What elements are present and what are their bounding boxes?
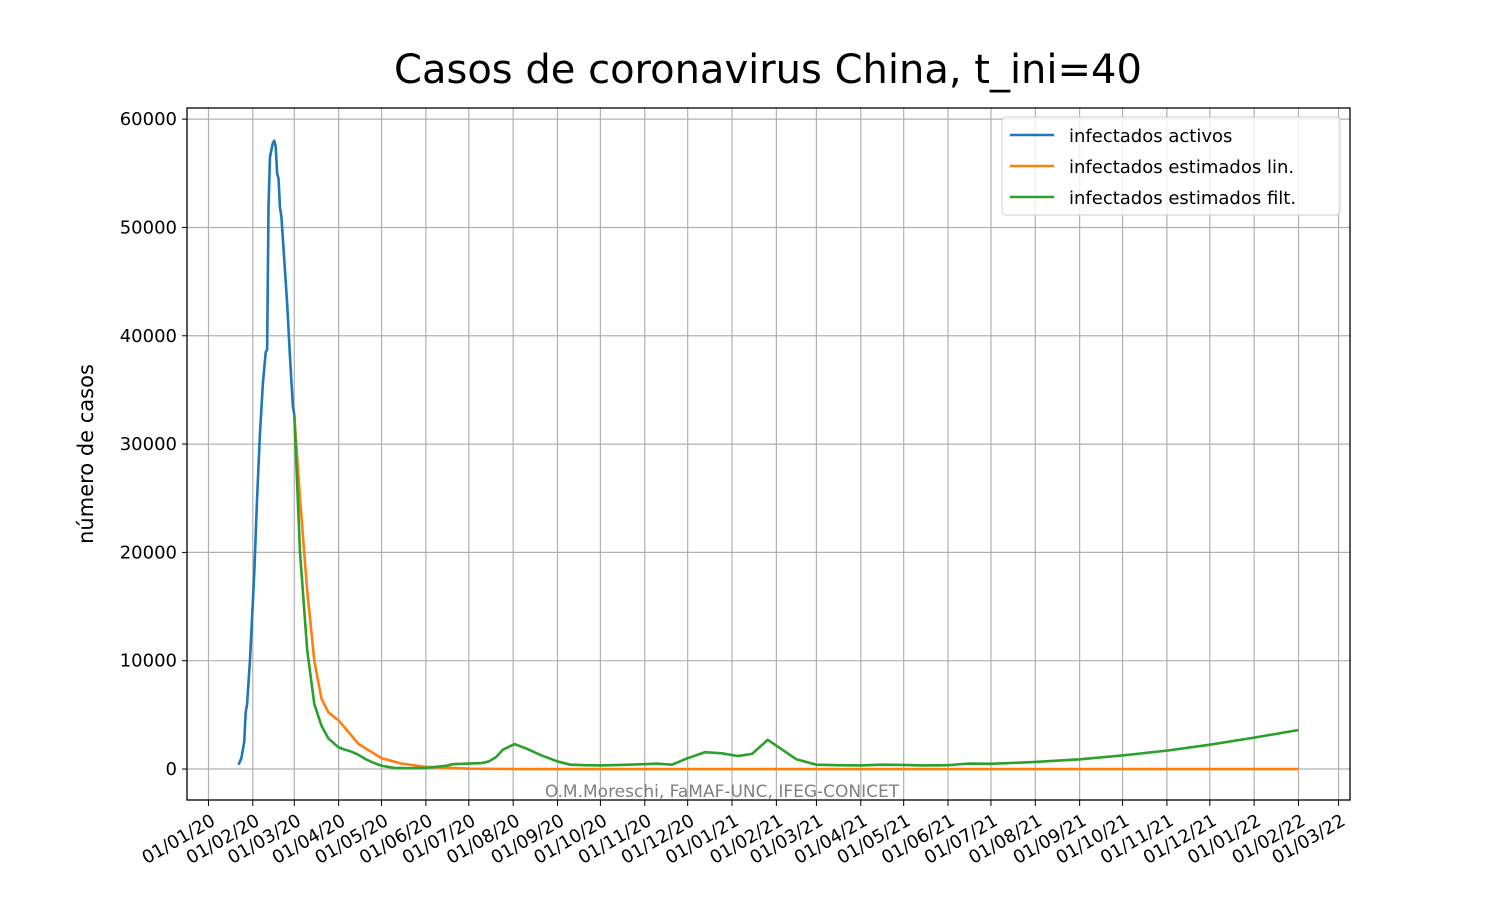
- series-line: [292, 414, 1299, 771]
- y-tick-label: 0: [166, 759, 177, 780]
- y-axis-label: número de casos: [74, 364, 98, 544]
- series-line: [237, 139, 296, 766]
- legend-box: [1001, 116, 1341, 216]
- legend-label: infectados estimados lin.: [1069, 157, 1294, 178]
- y-tick-label: 10000: [120, 651, 177, 672]
- legend-label: infectados activos: [1069, 126, 1232, 147]
- annotation: O.M.Moreschi, FaMAF-UNC, IFEG-CONICET: [545, 782, 900, 802]
- legend-label: infectados estimados filt.: [1069, 188, 1296, 209]
- y-tick-label: 50000: [120, 217, 177, 238]
- y-tick-label: 60000: [120, 109, 177, 130]
- y-tick-label: 40000: [120, 326, 177, 347]
- y-tick-label: 20000: [120, 542, 177, 563]
- axes-frame: [186, 107, 1351, 801]
- y-tick-label: 30000: [120, 434, 177, 455]
- series-line: [292, 414, 1299, 770]
- chart-title: Casos de coronavirus China, t_ini=40: [394, 47, 1142, 93]
- legend: infectados activos infectados estimados l…: [1001, 116, 1341, 216]
